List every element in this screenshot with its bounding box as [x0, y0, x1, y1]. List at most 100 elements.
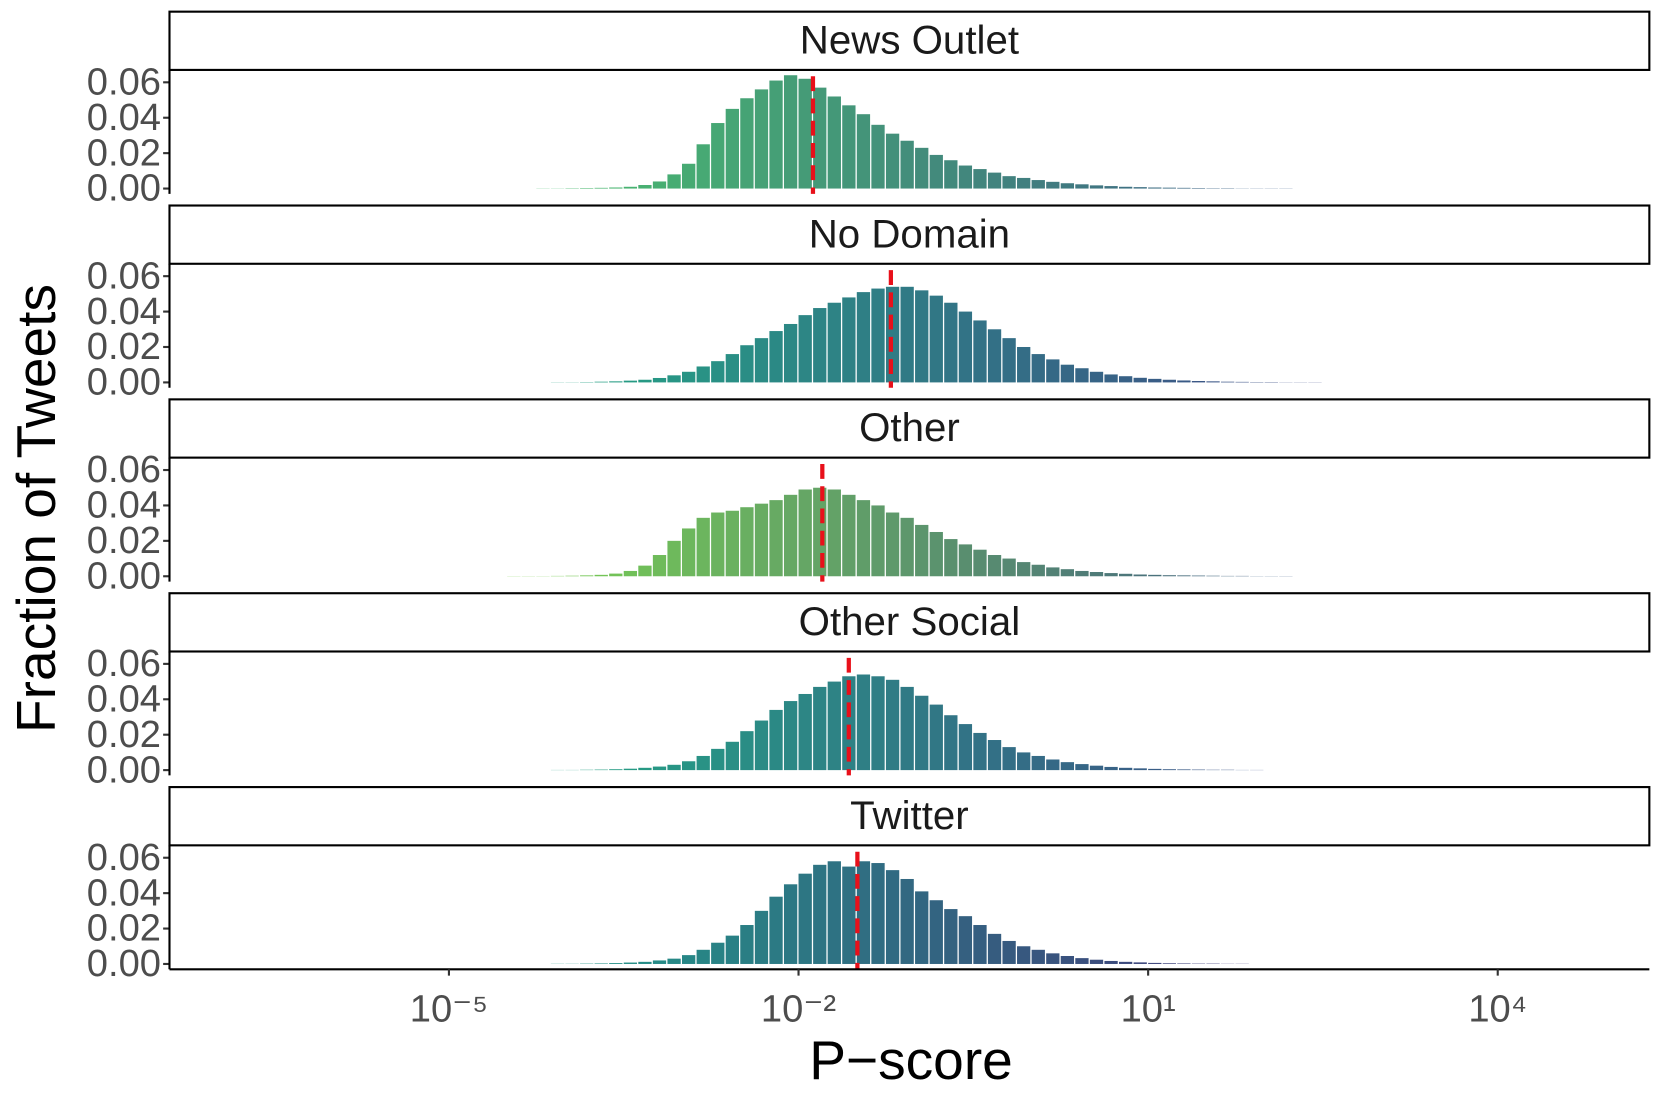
histogram-bar: [754, 910, 769, 964]
histogram-bar: [1017, 752, 1031, 771]
histogram-bar: [944, 909, 958, 964]
histogram-bar: [1104, 960, 1118, 964]
histogram-bar: [813, 686, 827, 771]
histogram-bar: [1162, 187, 1176, 189]
y-tick-label: 0.02: [87, 519, 161, 562]
histogram-bar: [915, 147, 929, 189]
histogram-bar: [1118, 573, 1133, 577]
histogram-bar: [1060, 183, 1075, 189]
histogram-bar: [1089, 765, 1104, 771]
histogram-bar: [1017, 562, 1031, 577]
y-tick-label: 0.00: [87, 361, 161, 404]
histogram-bar: [681, 163, 696, 189]
histogram-bar: [1075, 368, 1089, 383]
histogram-bar: [725, 935, 739, 964]
histogram-bar: [900, 878, 914, 964]
histogram-bar: [1089, 371, 1104, 383]
histogram-bar: [856, 674, 871, 771]
histogram-bar: [929, 295, 943, 383]
histogram-bar: [754, 338, 769, 383]
histogram-bar: [944, 715, 958, 771]
y-tick-label: 0.06: [87, 61, 161, 104]
histogram-bar: [915, 891, 929, 964]
histogram-bar: [1133, 377, 1147, 383]
histogram-bar: [1104, 374, 1118, 383]
histogram-bar: [915, 695, 929, 771]
y-tick-label: 0.02: [87, 131, 161, 174]
histogram-bar: [1046, 359, 1060, 383]
histogram-bar: [1162, 769, 1176, 771]
histogram-bar: [623, 570, 638, 577]
histogram-bar: [580, 575, 594, 577]
x-tick-label: 10⁻²: [761, 988, 836, 1031]
histogram-bar: [681, 528, 696, 577]
y-tick-label: 0.04: [87, 677, 161, 720]
facet-strip: [168, 204, 1651, 265]
histogram-bar: [798, 873, 812, 964]
histogram-bar: [1118, 961, 1133, 964]
histogram-bar: [798, 489, 812, 577]
histogram-bar: [740, 345, 754, 383]
y-tick-label: 0.04: [87, 290, 161, 333]
histogram-bar: [740, 731, 754, 771]
y-tick-label: 0.06: [87, 836, 161, 879]
histogram-bar: [1177, 769, 1191, 771]
facet-label: News Outlet: [800, 18, 1019, 63]
histogram-bar: [754, 503, 769, 577]
y-tick-label: 0.04: [87, 96, 161, 139]
histogram-bar: [973, 549, 987, 577]
histogram-bar: [1075, 570, 1089, 577]
histogram-bar: [987, 740, 1002, 771]
histogram-bar: [783, 884, 798, 964]
histogram-bar: [1148, 962, 1162, 964]
histogram-bar: [652, 555, 667, 577]
histogram-bar: [900, 517, 914, 577]
facet-label: Other Social: [799, 599, 1020, 644]
histogram-bar: [842, 297, 856, 383]
histogram-bar: [1002, 940, 1016, 964]
histogram-bar: [987, 172, 1002, 189]
histogram-bar: [973, 732, 987, 771]
histogram-bar: [827, 489, 841, 577]
histogram-bar: [1060, 569, 1075, 577]
histogram-bar: [725, 741, 739, 771]
histogram-bar: [740, 507, 754, 577]
histogram-bar: [652, 377, 667, 383]
histogram-bar: [1046, 567, 1060, 577]
histogram-bar: [1017, 346, 1031, 383]
histogram-bar: [871, 124, 885, 189]
histogram-bar: [652, 181, 667, 189]
histogram-bar: [711, 748, 725, 771]
histogram-bar: [1177, 187, 1191, 189]
histogram-bar: [915, 290, 929, 383]
histogram-bar: [842, 676, 856, 771]
histogram-bar: [856, 500, 871, 577]
y-tick-label: 0.00: [87, 942, 161, 985]
histogram-bar: [1162, 379, 1176, 383]
histogram-bar: [783, 494, 798, 577]
histogram-bar: [667, 958, 681, 964]
histogram-bar: [1162, 963, 1176, 964]
histogram-bar: [842, 494, 856, 577]
histogram-bar: [958, 165, 973, 189]
histogram-bar: [798, 693, 812, 771]
histogram-bar: [885, 286, 900, 383]
y-tick-label: 0.06: [87, 642, 161, 685]
histogram-bar: [1060, 762, 1075, 771]
histogram-bar: [696, 949, 710, 964]
histogram-bar: [1133, 574, 1147, 577]
histogram-bar: [769, 709, 783, 771]
histogram-bar: [973, 925, 987, 964]
histogram-bar: [944, 302, 958, 383]
histogram-bar: [1191, 380, 1206, 383]
histogram-bar: [609, 963, 623, 964]
histogram-bar: [740, 98, 754, 189]
histogram-bar: [1177, 380, 1191, 383]
histogram-bar: [1177, 575, 1191, 577]
facet-strip: [168, 786, 1651, 847]
x-tick-label: 10⁴: [1468, 988, 1527, 1031]
histogram-bar: [1017, 946, 1031, 964]
histogram-bar: [769, 331, 783, 383]
histogram-bar: [783, 323, 798, 383]
y-tick-label: 0.02: [87, 325, 161, 368]
